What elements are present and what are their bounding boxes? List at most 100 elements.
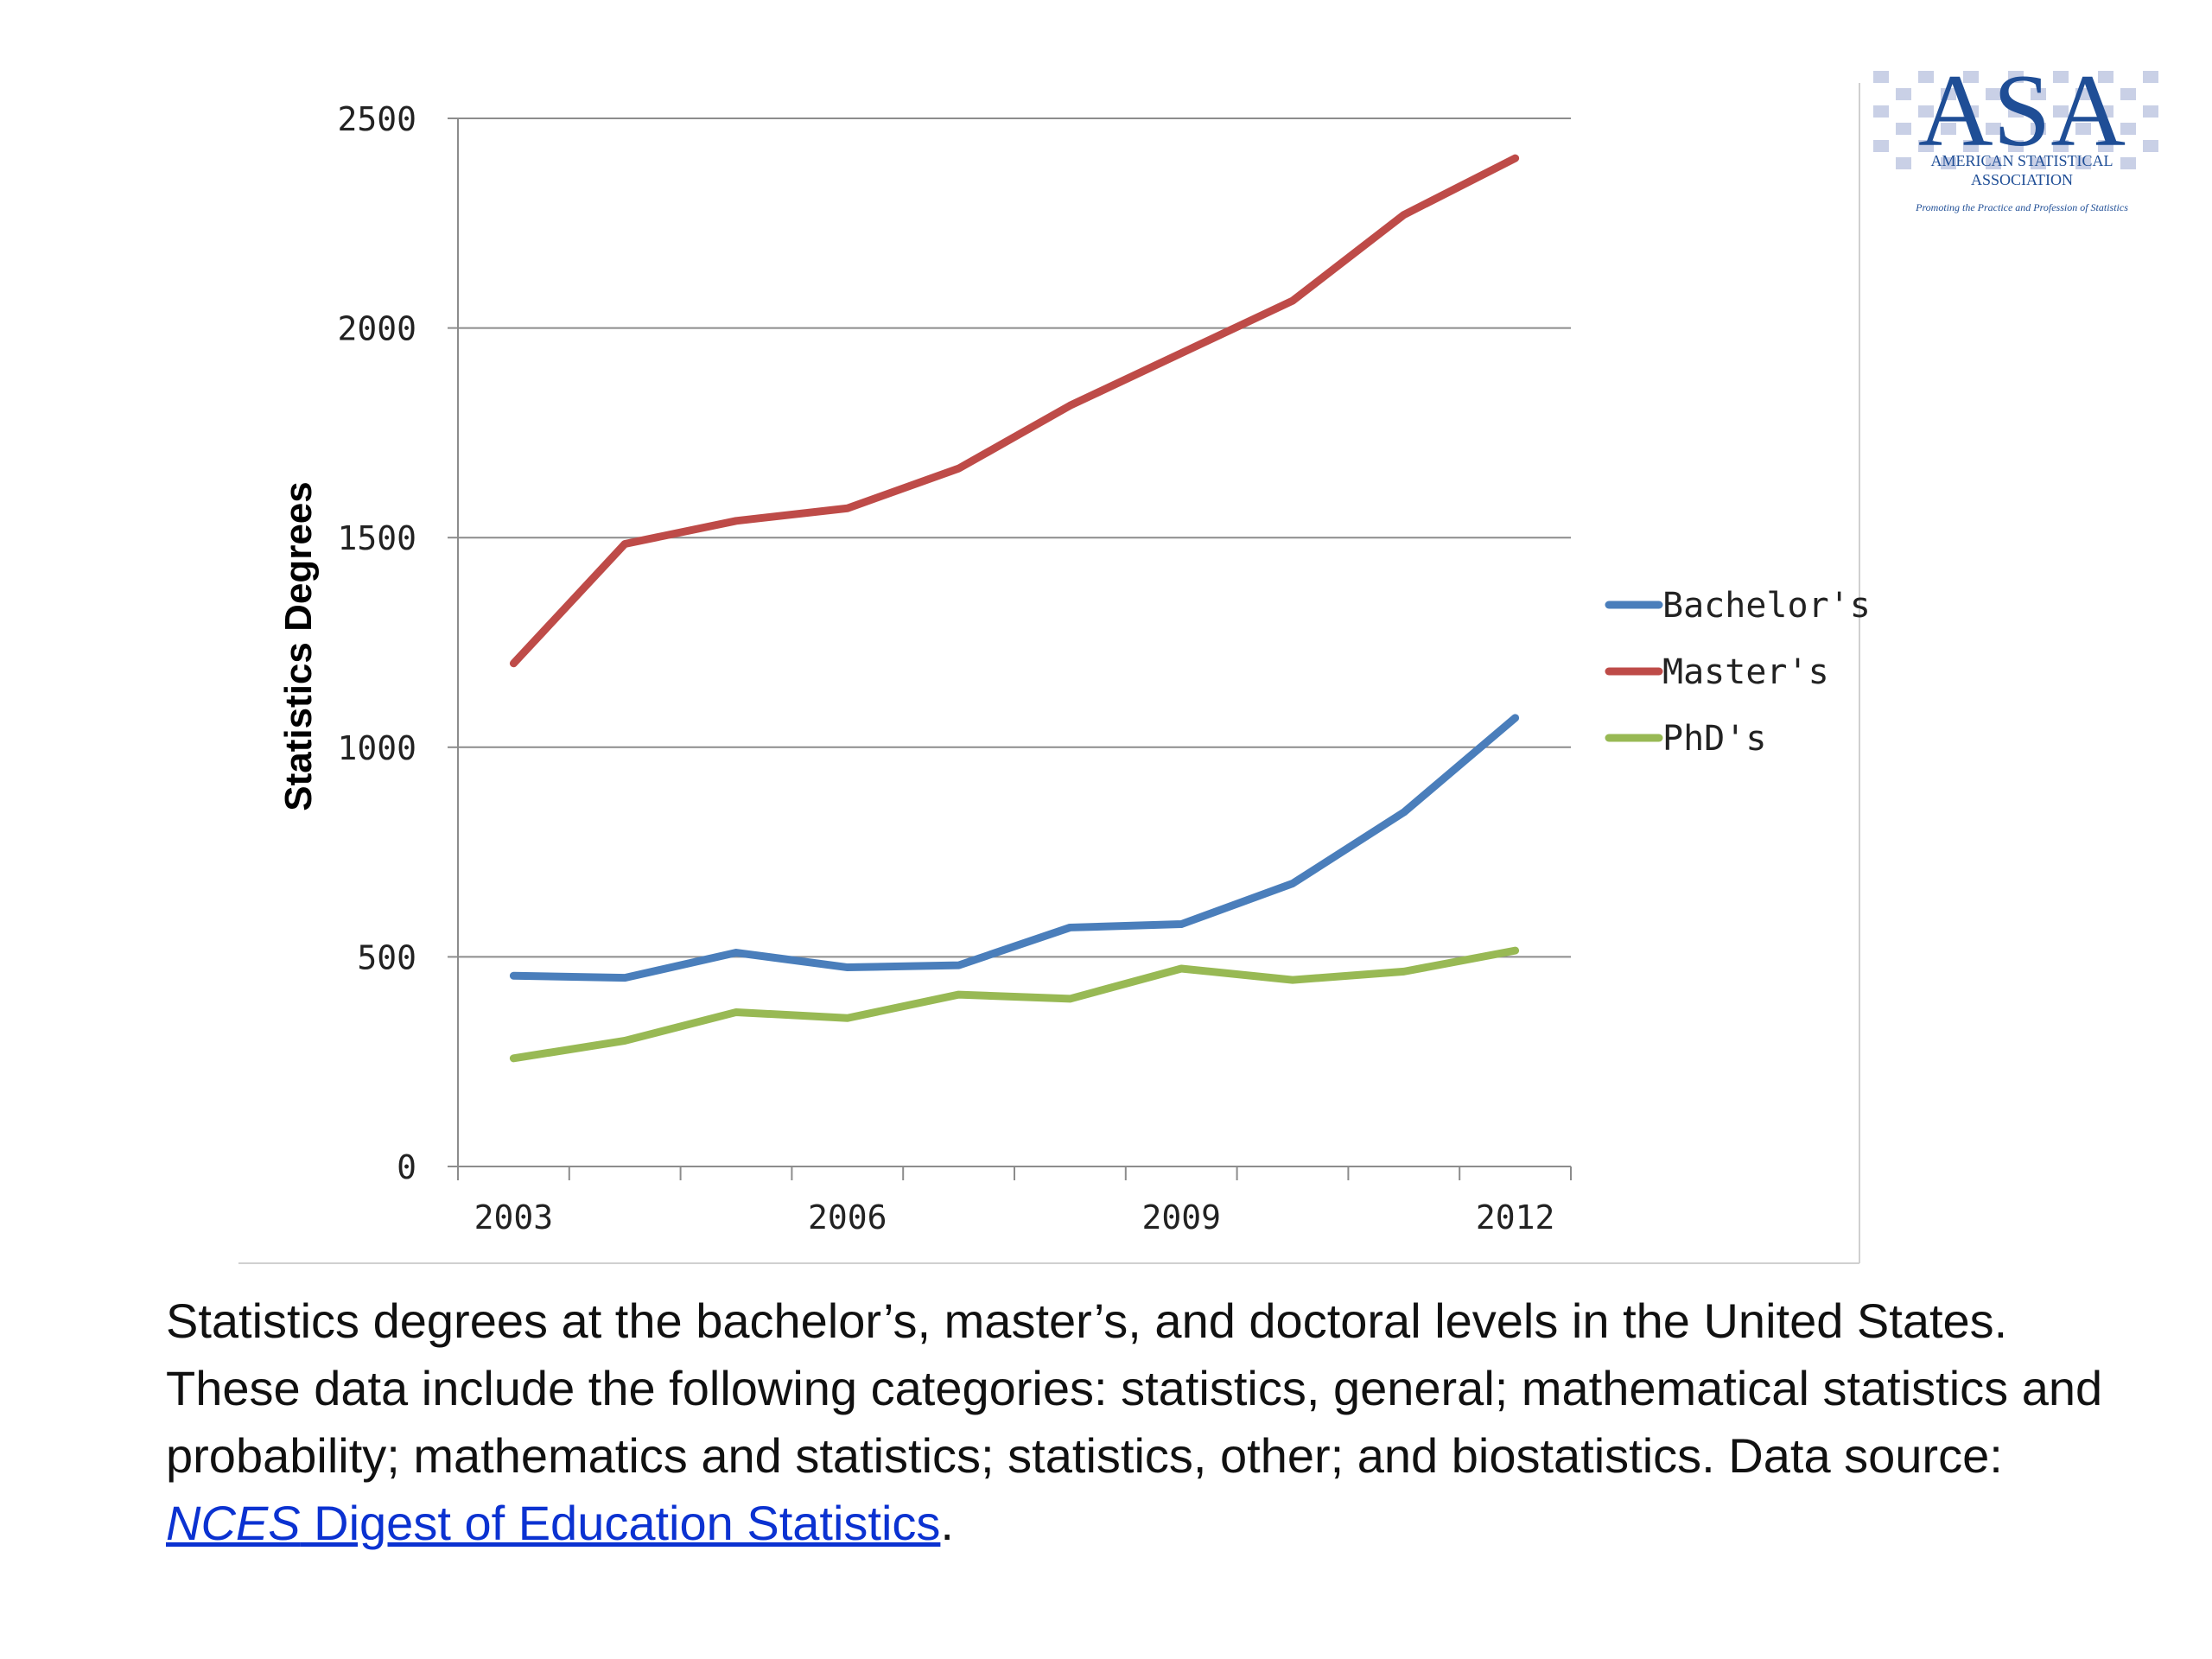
data-point xyxy=(1402,969,1406,974)
logo-checker-square xyxy=(2008,105,2024,118)
series-lines xyxy=(509,154,1520,1063)
data-source-link-italic: NCES xyxy=(166,1496,301,1550)
logo-checker-square xyxy=(1986,123,2001,135)
legend-label: Master's xyxy=(1662,652,1829,692)
logo-checker-square xyxy=(1873,105,1889,118)
logo-checker-square xyxy=(2075,88,2091,100)
chart-area: 0 500 1000 1500 2000 2500 2003 2006 2009 2012 Bac… xyxy=(238,53,2158,1264)
data-point xyxy=(623,1039,627,1043)
data-point xyxy=(512,974,516,978)
logo-tagline: Promoting the Practice and Profession of… xyxy=(1915,201,2128,213)
series-line-0 xyxy=(509,714,1520,982)
data-point xyxy=(957,993,961,997)
data-source-link[interactable]: NCES Digest of Education Statistics xyxy=(166,1496,940,1550)
caption-end: . xyxy=(940,1496,954,1550)
logo-checker-square xyxy=(1986,157,2001,169)
logo-checker-square xyxy=(2120,88,2136,100)
data-point xyxy=(1068,925,1072,930)
logo-checker-square xyxy=(2053,71,2069,83)
logo-checker-square xyxy=(1941,157,1956,169)
logo-checker-square xyxy=(2143,71,2158,83)
x-tick-label: 2003 xyxy=(474,1198,554,1236)
data-point xyxy=(1179,966,1184,970)
y-tick-label: 0 xyxy=(397,1148,416,1186)
logo-checker-square xyxy=(1918,71,1934,83)
logo-checker-square xyxy=(2098,71,2113,83)
logo-checker-square xyxy=(2120,157,2136,169)
data-point xyxy=(734,950,738,955)
logo-checker-square xyxy=(2053,105,2069,118)
logo-checker-square xyxy=(1941,123,1956,135)
logo-checker-square xyxy=(2008,71,2024,83)
data-point xyxy=(845,1016,849,1020)
data-point xyxy=(845,965,849,969)
data-point xyxy=(512,661,516,665)
data-point xyxy=(1291,881,1294,886)
y-tick-label: 1500 xyxy=(337,519,416,557)
caption-text: Statistics degrees at the bachelor’s, ma… xyxy=(166,1294,2103,1483)
data-point xyxy=(957,963,961,968)
logo-checker-square xyxy=(1873,140,1889,152)
logo-checker-square xyxy=(1963,105,1979,118)
data-point xyxy=(1179,351,1184,355)
data-point xyxy=(1513,715,1517,720)
logo-checker-square xyxy=(1873,71,1889,83)
data-point xyxy=(1513,949,1517,953)
logo-checker-square xyxy=(1963,71,1979,83)
line-chart: 0 500 1000 1500 2000 2500 2003 2006 2009 2012 Bac… xyxy=(238,53,2158,1264)
logo-checker-square xyxy=(2031,123,2046,135)
figure-caption: Statistics degrees at the bachelor’s, ma… xyxy=(166,1287,2119,1557)
asa-logo: ASA AMERICAN STATISTICAL ASSOCIATION Pro… xyxy=(1873,53,2158,213)
data-point xyxy=(512,1056,516,1060)
logo-checker-square xyxy=(1963,140,1979,152)
y-tick-label: 2500 xyxy=(337,100,416,138)
logo-checker-square xyxy=(1896,123,1911,135)
data-point xyxy=(734,1010,738,1014)
logo-checker-square xyxy=(1918,140,1934,152)
y-tick-label: 2000 xyxy=(337,310,416,348)
logo-checker-square xyxy=(1896,88,1911,100)
data-point xyxy=(1068,996,1072,1001)
logo-checker-square xyxy=(2120,123,2136,135)
x-tick-label: 2009 xyxy=(1141,1198,1221,1236)
data-point xyxy=(1402,213,1406,217)
y-tick-label: 500 xyxy=(357,938,416,976)
data-source-link-text: Digest of Education Statistics xyxy=(300,1496,941,1550)
data-point xyxy=(1291,299,1294,303)
axes: 0 500 1000 1500 2000 2500 2003 2006 2009 2012 xyxy=(337,100,1572,1236)
logo-checker-square xyxy=(2008,140,2024,152)
series-line-1 xyxy=(509,154,1520,668)
logo-checker-pattern xyxy=(1873,71,2158,169)
data-point xyxy=(1068,404,1072,408)
logo-line2: ASSOCIATION xyxy=(1971,171,2073,188)
data-point xyxy=(623,542,627,546)
data-point xyxy=(1291,978,1294,982)
logo-checker-square xyxy=(2053,140,2069,152)
logo-checker-square xyxy=(2143,105,2158,118)
legend-label: Bachelor's xyxy=(1662,586,1871,626)
logo-checker-square xyxy=(1918,105,1934,118)
legend-label: PhD's xyxy=(1662,719,1766,759)
data-point xyxy=(1402,810,1406,815)
logo-checker-square xyxy=(2075,157,2091,169)
data-point xyxy=(623,976,627,980)
logo-checker-square xyxy=(2098,105,2113,118)
gridlines xyxy=(458,118,1571,958)
legend: Bachelor's Master's PhD's xyxy=(1605,586,1871,759)
logo-mark: ASA xyxy=(1918,53,2126,168)
logo-line1: AMERICAN STATISTICAL xyxy=(1930,152,2113,169)
logo-checker-square xyxy=(2143,140,2158,152)
logo-checker-square xyxy=(2098,140,2113,152)
y-tick-label: 1000 xyxy=(337,729,416,767)
logo-checker-square xyxy=(2031,157,2046,169)
x-tick-label: 2012 xyxy=(1476,1198,1555,1236)
data-point xyxy=(734,518,738,523)
logo-checker-square xyxy=(1986,88,2001,100)
y-axis-label: Statistics Degrees xyxy=(277,481,320,811)
logo-checker-square xyxy=(1941,88,1956,100)
data-point xyxy=(1179,922,1184,926)
x-tick-label: 2006 xyxy=(808,1198,887,1236)
data-point xyxy=(957,467,961,471)
series-line-2 xyxy=(509,946,1520,1063)
logo-checker-square xyxy=(2075,123,2091,135)
